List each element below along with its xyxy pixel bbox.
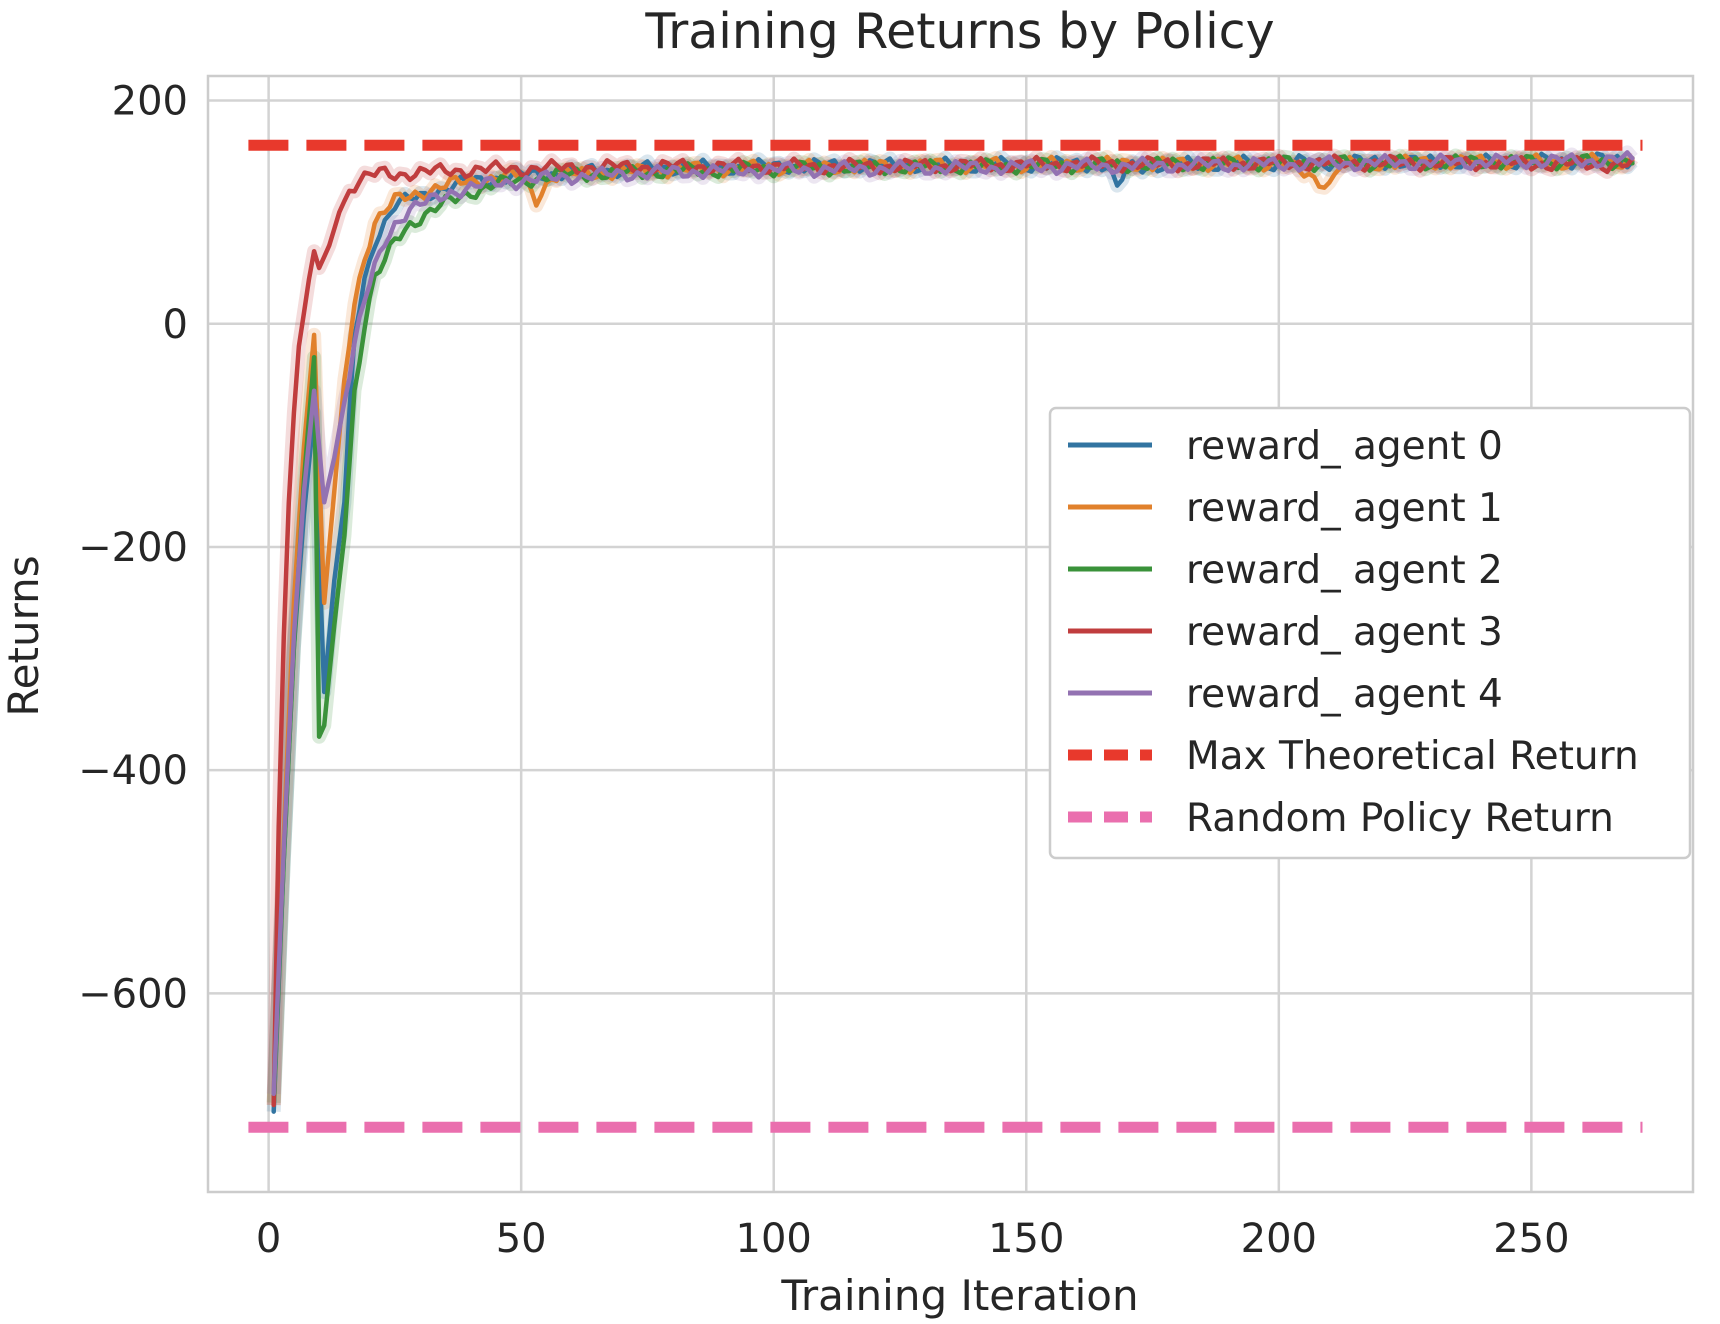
series-lines [248,139,1643,1133]
x-tick-label: 50 [496,1216,547,1262]
x-tick-label: 200 [1241,1216,1317,1262]
legend-label: Max Theoretical Return [1186,734,1639,779]
y-ticks: 200 0 −200 −400 −600 [78,79,188,1018]
x-tick-label: 0 [256,1216,281,1262]
y-tick-label: 200 [112,79,188,125]
legend-box [1048,406,1692,860]
y-tick-label: −600 [78,971,188,1017]
x-tick-label: 150 [988,1216,1064,1262]
x-tick-label: 250 [1493,1216,1569,1262]
y-tick-label: 0 [163,302,188,348]
legend-label: reward_ agent 0 [1186,424,1503,469]
legend-label: reward_ agent 4 [1186,672,1503,717]
legend-label: reward_ agent 2 [1186,548,1503,593]
legend-label: reward_ agent 1 [1186,486,1503,531]
y-axis-label: Returns [0,555,48,716]
x-tick-label: 100 [736,1216,812,1262]
legend: reward_ agent 0 reward_ agent 1 reward_ ag… [1048,406,1692,860]
x-axis-label: Training Iteration [780,1271,1138,1320]
y-tick-label: −400 [78,748,188,794]
y-tick-label: −200 [78,525,188,571]
x-ticks: 0 50 100 150 200 250 [256,1216,1570,1262]
plot-frame [206,74,1695,1194]
series-4-line [271,150,1635,1097]
legend-label: reward_ agent 3 [1186,610,1503,655]
chart-title: Training Returns by Policy [644,3,1274,60]
legend-label: Random Policy Return [1186,796,1614,841]
